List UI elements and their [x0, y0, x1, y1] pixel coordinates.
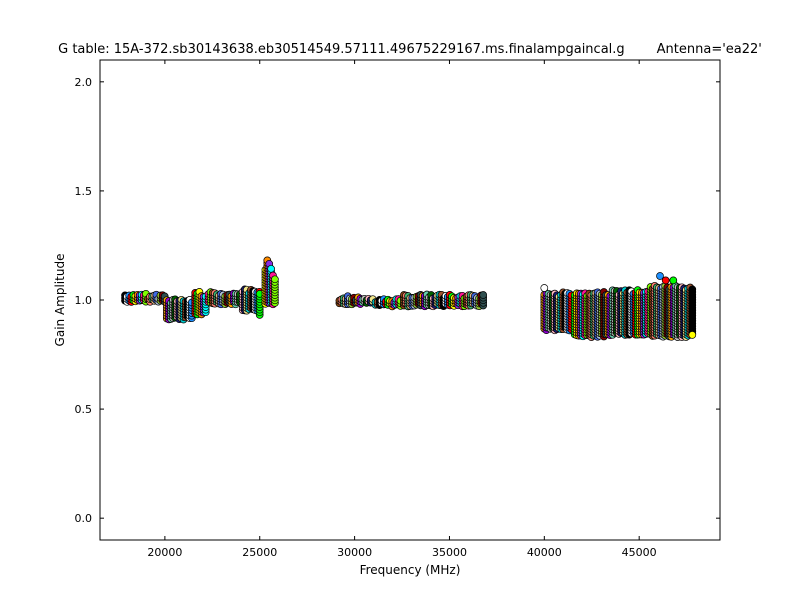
y-tick-label: 2.0 [75, 76, 93, 89]
subtitle-text: Antenna='ea22' [657, 42, 762, 57]
x-tick-label: 45000 [622, 546, 657, 559]
data-point [688, 285, 697, 294]
data-point [479, 291, 488, 299]
y-tick-label: 1.0 [75, 294, 93, 307]
data-point [688, 331, 697, 339]
scatter-points [121, 256, 697, 341]
data-point [271, 275, 279, 284]
chart-title: G table: 15A-372.sb30143638.eb30514549.5… [58, 42, 762, 57]
y-tick-label: 0.0 [75, 512, 93, 525]
data-point [661, 276, 670, 285]
data-point [540, 284, 549, 292]
data-point [669, 276, 678, 285]
y-tick-label: 0.5 [75, 403, 93, 416]
x-tick-label: 30000 [337, 546, 372, 559]
title-text: G table: 15A-372.sb30143638.eb30514549.5… [58, 42, 625, 57]
x-axis-label: Frequency (MHz) [360, 563, 461, 577]
y-tick-label: 1.5 [75, 185, 93, 198]
x-tick-label: 25000 [242, 546, 277, 559]
y-axis-label: Gain Amplitude [53, 254, 67, 347]
data-point [656, 272, 664, 280]
data-point [267, 264, 275, 273]
y-axis: 0.0 0.5 1.0 1.5 2.0 [75, 76, 720, 525]
x-tick-label: 20000 [147, 546, 182, 559]
x-axis: 20000 25000 30000 35000 40000 45000 [147, 60, 657, 559]
x-tick-label: 40000 [527, 546, 562, 559]
x-tick-label: 35000 [432, 546, 467, 559]
